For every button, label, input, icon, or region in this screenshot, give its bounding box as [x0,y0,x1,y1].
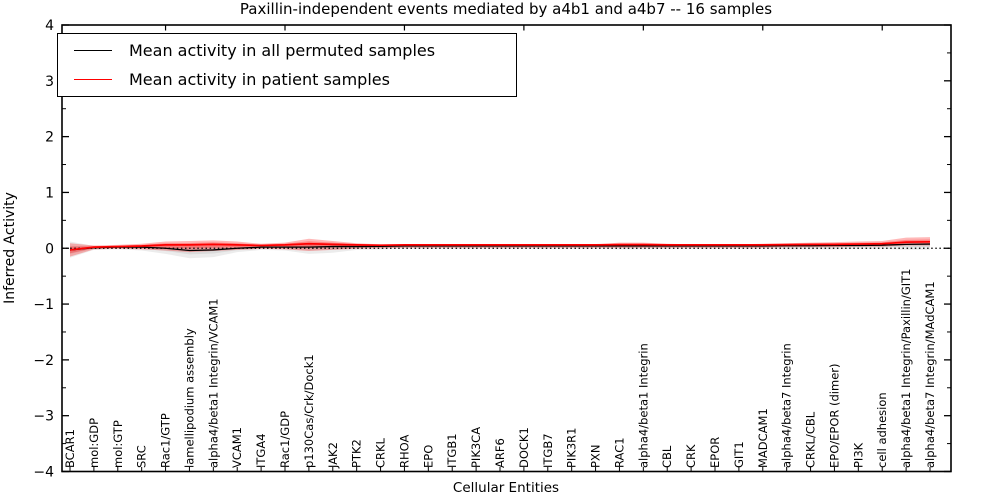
x-tick-label: alpha4/beta7 Integrin/MAdCAM1 [923,281,937,468]
svg-text:1: 1 [45,185,54,201]
x-tick-label: ARF6 [493,438,507,468]
x-tick-label: CRKL/CBL [804,411,818,468]
x-tick-label: PXN [589,445,603,468]
legend-line-sample-permuted [74,49,112,51]
x-tick-label: ITGB1 [445,433,459,468]
x-tick-label: Rac1/GTP [159,413,173,468]
x-tick-label: MADCAM1 [756,408,770,468]
y-axis-label: Inferred Activity [2,192,18,304]
legend: Mean activity in all permuted samples Me… [57,33,517,97]
x-tick-label: alpha4/beta1 Integrin/Paxillin/GIT1 [899,269,913,468]
x-tick-label: mol:GDP [87,418,101,468]
x-tick-label: PIK3CA [469,427,483,468]
x-tick-label: PIK3R1 [565,428,579,469]
x-tick-label: alpha4/beta7 Integrin [780,343,794,468]
svg-text:3: 3 [45,74,54,90]
x-tick-label: CRKL [374,437,388,468]
x-tick-label: RAC1 [612,437,626,468]
legend-line-sample-patient [74,79,112,81]
legend-item-permuted: Mean activity in all permuted samples [74,37,516,63]
x-tick-label: RHOA [397,435,411,468]
x-tick-label: SRC [135,445,149,468]
x-tick-label: CBL [660,445,674,468]
x-tick-label: p130Cas/Crk/Dock1 [302,354,316,468]
svg-text:2: 2 [45,130,54,146]
x-tick-label: JAK2 [326,442,340,469]
x-tick-label: alpha4/beta1 Integrin/VCAM1 [206,298,220,468]
legend-label-patient: Mean activity in patient samples [129,70,390,90]
x-tick-label: ITGA4 [254,433,268,468]
x-tick-label: lamellipodium assembly [182,328,196,468]
x-axis-label: Cellular Entities [453,480,559,496]
svg-text:−2: −2 [33,353,54,369]
legend-item-patient: Mean activity in patient samples [74,67,516,93]
x-tick-label: EPO/EPOR (dimer) [827,364,841,469]
x-tick-label: CRK [684,444,698,468]
svg-text:−1: −1 [33,297,54,313]
x-tick-label: alpha4/beta1 Integrin [636,343,650,468]
x-tick-label: EPO [421,445,435,468]
x-tick-label: ITGB7 [541,433,555,468]
x-tick-label: VCAM1 [230,427,244,468]
x-tick-label: EPOR [708,437,722,468]
legend-label-permuted: Mean activity in all permuted samples [129,40,436,60]
svg-text:4: 4 [45,18,54,34]
svg-text:0: 0 [45,241,54,257]
x-tick-label: GIT1 [732,441,746,468]
x-tick-label: PTK2 [350,439,364,468]
x-tick-label: cell adhesion [875,392,889,468]
chart-layers: −4 −3 −2 −1 0 1 2 3 4 BCAR1 mol:GDP mol:GTP SRC Rac1/… [33,18,952,481]
x-tick-label: mol:GTP [111,420,125,468]
x-tick-label: BCAR1 [63,429,77,468]
chart-title: Paxillin-independent events mediated by … [240,0,772,18]
x-tick-label: PI3K [851,442,865,468]
svg-text:−4: −4 [33,465,54,481]
svg-text:−3: −3 [33,409,54,425]
x-tick-label: Rac1/GDP [278,411,292,468]
x-tick-label: DOCK1 [517,427,531,468]
